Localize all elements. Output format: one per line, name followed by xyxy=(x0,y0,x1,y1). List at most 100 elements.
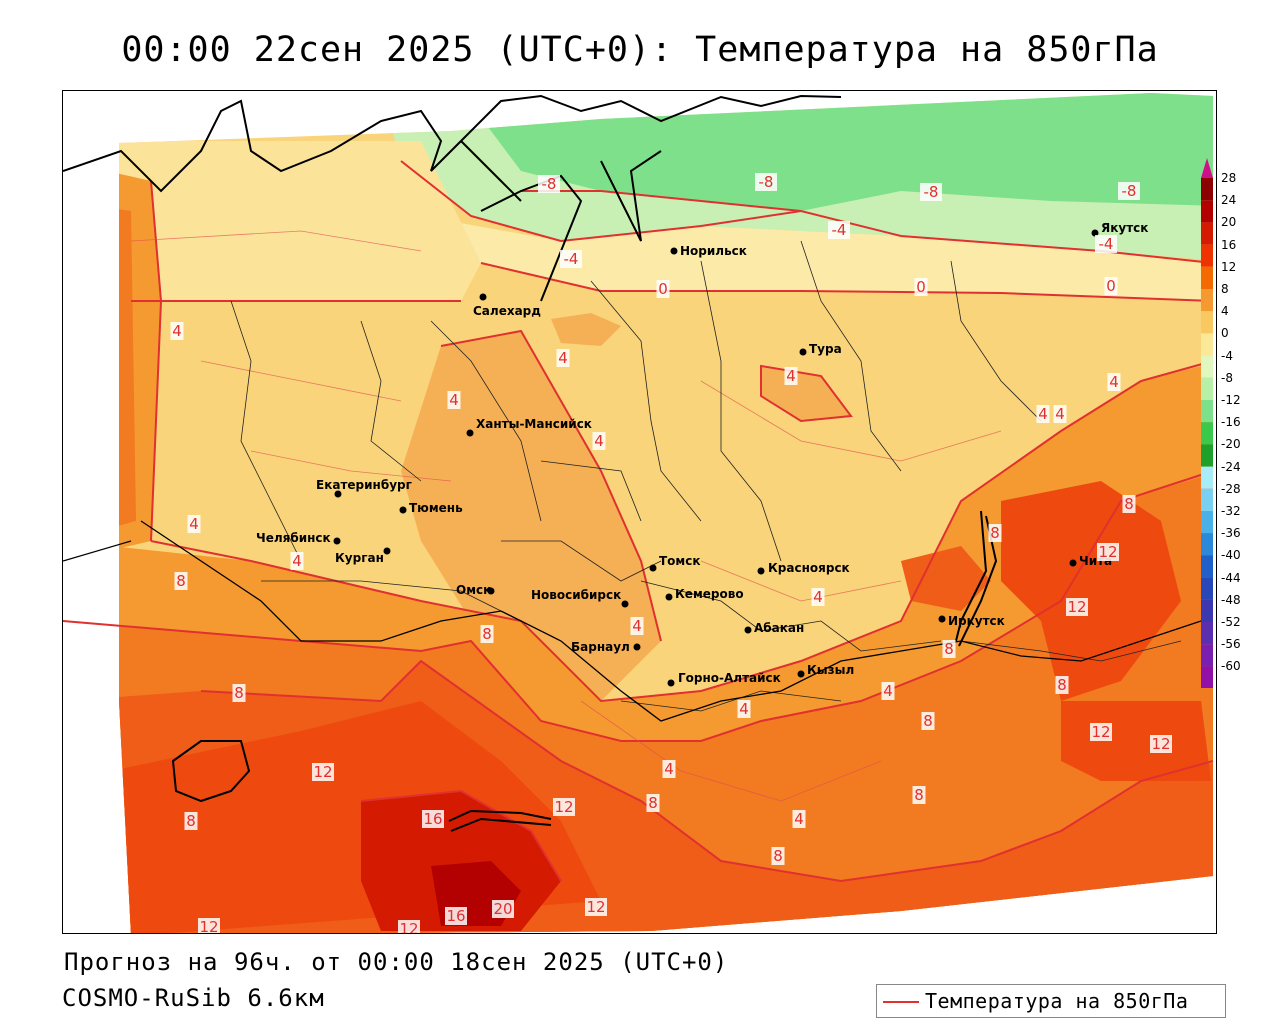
scale-tick-label: -36 xyxy=(1221,526,1241,541)
scale-tick-label: 8 xyxy=(1221,282,1229,296)
scale-swatch xyxy=(1201,333,1213,356)
isotherm-label: 8 xyxy=(186,812,196,830)
isotherm-label: 0 xyxy=(1106,277,1116,295)
isotherm-label: -8 xyxy=(759,173,774,191)
isotherm-label: 4 xyxy=(794,810,804,828)
scale-swatch xyxy=(1201,244,1213,267)
scale-tick-label: -52 xyxy=(1221,615,1241,629)
city-markers: Норильск Салехард Тура Якутск Ханты-Манс… xyxy=(256,221,1148,687)
isotherm-label: 0 xyxy=(916,278,926,296)
city-chelyabinsk[interactable]: Челябинск xyxy=(256,531,341,545)
city-tyumen[interactable]: Тюмень xyxy=(399,501,464,515)
scale-swatch xyxy=(1201,400,1213,423)
scale-swatch xyxy=(1201,222,1213,245)
temperature-field xyxy=(119,93,1213,933)
isotherm-label: 4 xyxy=(786,367,796,385)
region-boundaries xyxy=(230,240,1182,712)
isotherm-label: 8 xyxy=(990,524,1000,542)
scale-swatch xyxy=(1201,466,1213,489)
isotherm-label: 8 xyxy=(648,794,658,812)
svg-text:Томск: Томск xyxy=(659,554,701,568)
scale-swatch xyxy=(1201,200,1213,223)
isotherm-label: 20 xyxy=(493,900,512,918)
isotherm-label: 16 xyxy=(446,907,465,925)
scale-swatch xyxy=(1201,644,1213,667)
isotherm-label: 4 xyxy=(1109,373,1119,391)
scale-tick-label: -28 xyxy=(1221,481,1241,496)
isotherm-label: 8 xyxy=(773,847,783,865)
color-scale: 28 24 20 16 12 8 4 0 -4 -8 -12 -16 -20 -24 -28 -32 -36 -4… xyxy=(1199,158,1279,707)
isotherm-label: 8 xyxy=(914,786,924,804)
forecast-info: Прогноз на 96ч. от 00:00 18сен 2025 (UTC… xyxy=(64,948,729,976)
svg-text:Екатеринбург: Екатеринбург xyxy=(316,478,412,492)
city-ekaterinburg[interactable]: Екатеринбург xyxy=(316,478,412,498)
city-tomsk[interactable]: Томск xyxy=(649,554,701,572)
scale-tick-label: 20 xyxy=(1221,215,1237,230)
svg-text:Якутск: Якутск xyxy=(1101,221,1148,235)
city-gorno-altaysk[interactable]: Горно-Алтайск xyxy=(667,671,781,687)
isotherm-label: 4 xyxy=(292,552,302,570)
scale-swatch xyxy=(1201,599,1213,622)
color-scale-bar xyxy=(1201,158,1213,707)
scale-swatch xyxy=(1201,178,1213,201)
isotherm-label: 8 xyxy=(1057,676,1067,694)
city-kyzyl[interactable]: Кызыл xyxy=(797,663,855,678)
svg-text:Абакан: Абакан xyxy=(754,621,804,635)
scale-swatch xyxy=(1201,311,1213,334)
isotherm-label: 12 xyxy=(1067,598,1086,616)
isotherm-label: 8 xyxy=(944,640,954,658)
scale-tick-label: -44 xyxy=(1221,570,1241,585)
scale-tick-label: -24 xyxy=(1221,459,1241,474)
city-omsk[interactable]: Омск xyxy=(456,583,495,597)
city-kemerovo[interactable]: Кемерово xyxy=(665,587,744,601)
svg-text:Омск: Омск xyxy=(456,583,491,597)
isotherm-label: 4 xyxy=(449,391,459,409)
scale-swatch xyxy=(1201,444,1213,467)
city-novosibirsk[interactable]: Новосибирск xyxy=(531,588,629,608)
legend: Температура на 850гПа xyxy=(876,984,1226,1018)
scale-tick-label: -12 xyxy=(1221,393,1241,407)
scale-swatch xyxy=(1201,555,1213,578)
scale-tick-label: -60 xyxy=(1221,659,1241,674)
scale-tick-label: 4 xyxy=(1221,304,1229,319)
scale-swatch xyxy=(1201,488,1213,511)
legend-line-swatch xyxy=(883,1001,919,1003)
svg-text:Тюмень: Тюмень xyxy=(409,501,463,515)
isotherm-label: 4 xyxy=(594,432,604,450)
isotherm-label: -8 xyxy=(1122,182,1137,200)
scale-tick-label: -40 xyxy=(1221,548,1241,563)
svg-text:Тура: Тура xyxy=(809,342,842,356)
scale-swatch xyxy=(1201,266,1213,289)
scale-tick-label: -56 xyxy=(1221,637,1241,652)
svg-text:Красноярск: Красноярск xyxy=(768,561,850,575)
city-barnaul[interactable]: Барнаул xyxy=(571,640,641,654)
isotherm-label: 4 xyxy=(813,588,823,606)
city-salekhard[interactable]: Салехард xyxy=(473,293,541,319)
scale-swatch xyxy=(1201,577,1213,600)
isotherm-label: 12 xyxy=(1091,723,1110,741)
city-krasnoyarsk[interactable]: Красноярск xyxy=(757,561,850,575)
scale-tick-label: 28 xyxy=(1221,171,1237,185)
city-norilsk[interactable]: Норильск xyxy=(670,244,747,258)
isotherm-label: 4 xyxy=(664,760,674,778)
isotherm-label: 8 xyxy=(482,625,492,643)
city-khanty-mansiysk[interactable]: Ханты-Мансийск xyxy=(466,417,592,437)
isotherm-label: 8 xyxy=(176,572,186,590)
scale-tick-label: -48 xyxy=(1221,592,1241,607)
city-abakan[interactable]: Абакан xyxy=(744,621,805,635)
city-tura[interactable]: Тура xyxy=(799,342,842,356)
city-kurgan[interactable]: Курган xyxy=(335,547,391,566)
isotherm-label: 4 xyxy=(1055,405,1065,423)
coastline xyxy=(63,94,998,832)
scale-swatch xyxy=(1201,666,1213,689)
isotherm-label: 12 xyxy=(554,798,573,816)
scale-swatch xyxy=(1201,355,1213,378)
svg-text:Ханты-Мансийск: Ханты-Мансийск xyxy=(476,417,592,431)
isotherm-label: 16 xyxy=(423,810,442,828)
scale-tick-label: -16 xyxy=(1221,415,1241,430)
scale-swatch xyxy=(1201,289,1213,312)
city-yakutsk[interactable]: Якутск xyxy=(1091,221,1149,237)
scale-tick-label: 0 xyxy=(1221,326,1229,341)
isotherm-label: 12 xyxy=(586,898,605,916)
city-irkutsk[interactable]: Иркутск xyxy=(938,614,1005,628)
